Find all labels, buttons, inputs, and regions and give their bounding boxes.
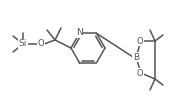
Text: N: N — [76, 28, 83, 37]
Text: B: B — [133, 52, 139, 62]
Text: O: O — [137, 37, 143, 45]
Text: O: O — [38, 39, 44, 49]
Text: Si: Si — [19, 39, 27, 49]
Text: O: O — [137, 68, 143, 77]
